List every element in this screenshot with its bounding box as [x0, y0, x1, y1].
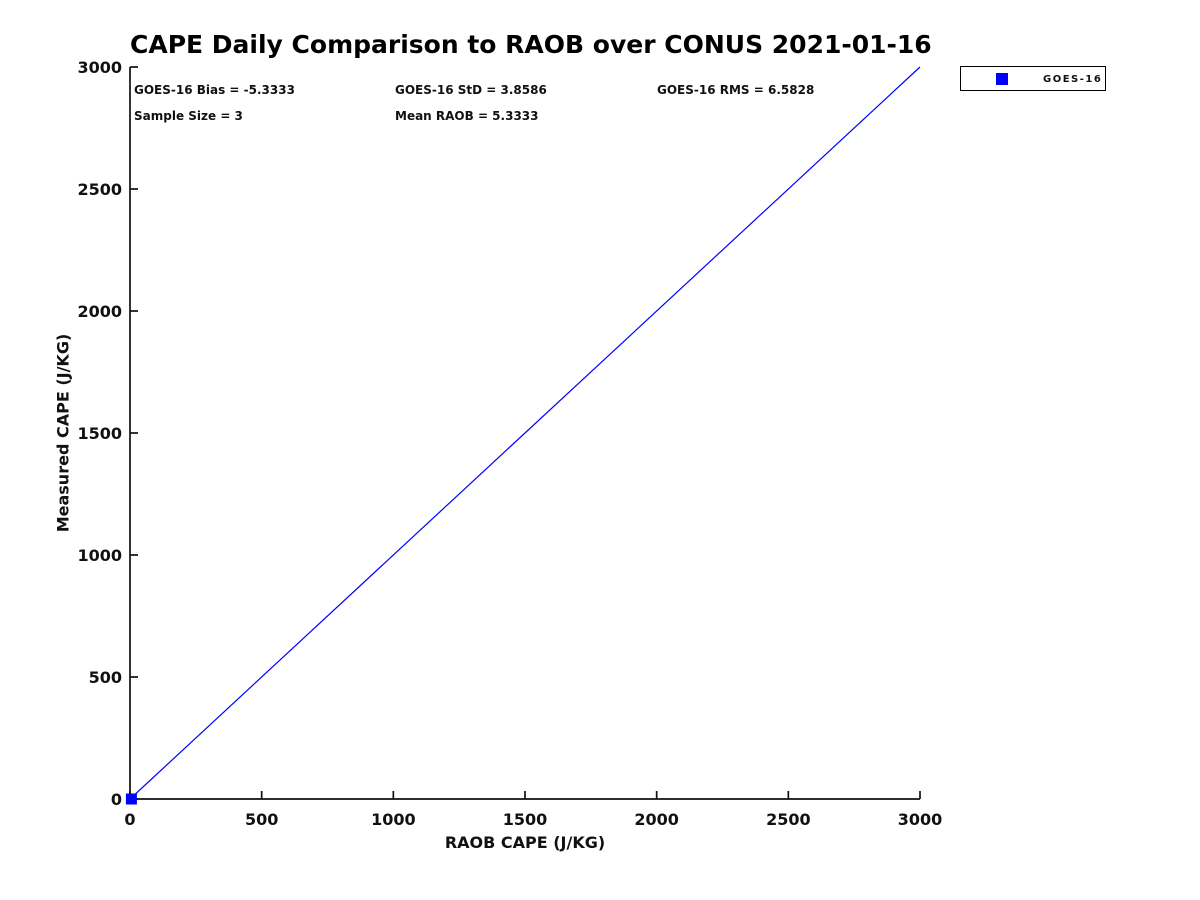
- stat-bias: GOES-16 Bias = -5.3333: [134, 83, 295, 97]
- y-tick-label: 2500: [77, 180, 122, 199]
- x-tick-label: 1500: [503, 810, 548, 829]
- y-tick-label: 0: [111, 790, 122, 809]
- data-point-marker: [125, 793, 137, 805]
- x-tick-label: 1000: [371, 810, 416, 829]
- x-axis-label: RAOB CAPE (J/KG): [444, 833, 606, 852]
- legend-marker-square-icon: [996, 73, 1008, 85]
- y-tick-label: 3000: [77, 58, 122, 77]
- stat-rms: GOES-16 RMS = 6.5828: [657, 83, 815, 97]
- chart-title: CAPE Daily Comparison to RAOB over CONUS…: [130, 30, 932, 59]
- stat-std: GOES-16 StD = 3.8586: [395, 83, 547, 97]
- x-tick-label: 2000: [634, 810, 679, 829]
- reference-line: [129, 66, 921, 800]
- stat-mean-raob: Mean RAOB = 5.3333: [395, 109, 539, 123]
- y-tick-label: 1500: [77, 424, 122, 443]
- y-tick-label: 2000: [77, 302, 122, 321]
- x-tick-label: 2500: [766, 810, 811, 829]
- x-tick-label: 500: [245, 810, 278, 829]
- stat-sample-size: Sample Size = 3: [134, 109, 243, 123]
- x-tick-label: 3000: [898, 810, 943, 829]
- y-tick-label: 500: [89, 668, 122, 687]
- legend: GOES-16: [960, 66, 1106, 91]
- legend-label: GOES-16: [1043, 74, 1103, 85]
- y-tick-label: 1000: [77, 546, 122, 565]
- x-tick-label: 0: [124, 810, 135, 829]
